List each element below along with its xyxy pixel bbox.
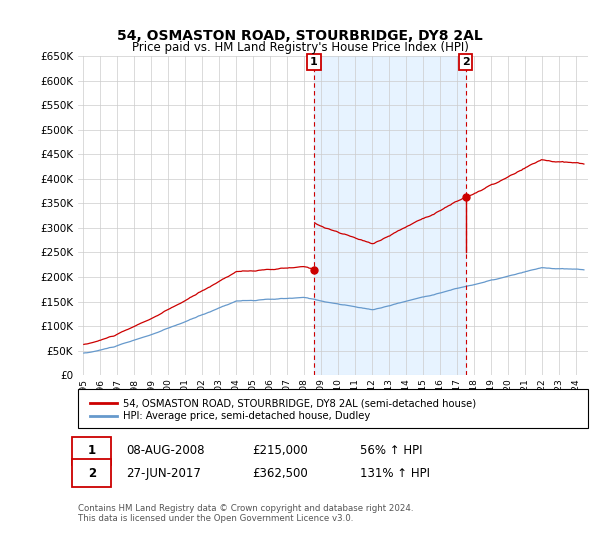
Text: Contains HM Land Registry data © Crown copyright and database right 2024.
This d: Contains HM Land Registry data © Crown c… xyxy=(78,504,413,524)
Text: HPI: Average price, semi-detached house, Dudley: HPI: Average price, semi-detached house,… xyxy=(123,411,370,421)
Text: 27-JUN-2017: 27-JUN-2017 xyxy=(126,466,201,480)
Text: 56% ↑ HPI: 56% ↑ HPI xyxy=(360,444,422,458)
Text: Price paid vs. HM Land Registry's House Price Index (HPI): Price paid vs. HM Land Registry's House … xyxy=(131,41,469,54)
Text: £215,000: £215,000 xyxy=(252,444,308,458)
Text: 1: 1 xyxy=(88,444,96,458)
Text: 131% ↑ HPI: 131% ↑ HPI xyxy=(360,466,430,480)
Text: 2: 2 xyxy=(88,466,96,480)
Text: 1: 1 xyxy=(310,57,318,67)
Text: 08-AUG-2008: 08-AUG-2008 xyxy=(126,444,205,458)
Text: £362,500: £362,500 xyxy=(252,466,308,480)
Bar xyxy=(314,56,466,375)
Text: 54, OSMASTON ROAD, STOURBRIDGE, DY8 2AL (semi-detached house): 54, OSMASTON ROAD, STOURBRIDGE, DY8 2AL … xyxy=(123,398,476,408)
Text: 2: 2 xyxy=(462,57,469,67)
Text: 54, OSMASTON ROAD, STOURBRIDGE, DY8 2AL: 54, OSMASTON ROAD, STOURBRIDGE, DY8 2AL xyxy=(117,29,483,44)
